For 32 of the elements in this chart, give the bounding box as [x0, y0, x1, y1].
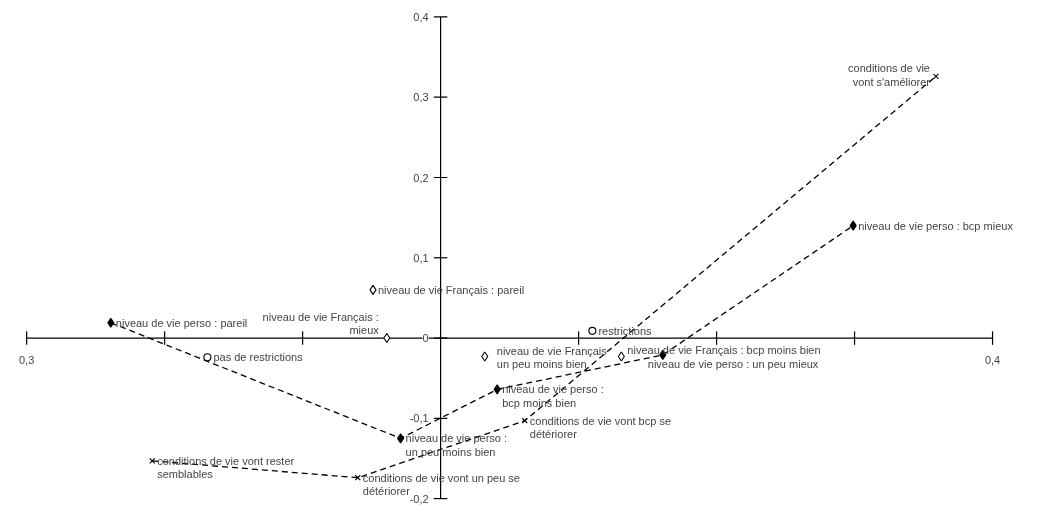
y-tick-label: 0: [422, 332, 429, 345]
point: [493, 384, 501, 395]
annotation: conditions de vie vont rester semblables: [157, 454, 295, 481]
point: [369, 284, 377, 295]
y-tick-label: 0,3: [413, 91, 429, 104]
annotation: pas de restrictions: [213, 351, 304, 364]
point: [397, 433, 405, 444]
point: [107, 317, 115, 328]
annotation: niveau de vie perso : un peu moins bien: [405, 432, 508, 458]
point: [149, 457, 156, 464]
annotation: niveau de vie perso : un peu mieux: [647, 357, 819, 370]
annotation: restrictions: [598, 324, 653, 337]
point: [481, 351, 489, 362]
point: [383, 333, 391, 344]
annotation: niveau de vie perso : bcp moins bien: [502, 383, 604, 409]
point: [203, 353, 212, 362]
y-tick-label: 0,4: [413, 10, 429, 23]
point: [354, 474, 361, 481]
y-tick-label: 0,1: [413, 251, 429, 264]
y-tick-label: 0,2: [413, 171, 429, 184]
annotation: conditions de vie vont s'améliorer: [848, 62, 931, 88]
annotation: niveau de vie Français : mieux: [262, 311, 380, 337]
annotation: niveau de vie perso : pareil: [115, 316, 248, 329]
annotation: niveau de vie Français un peu moins bien: [496, 344, 608, 370]
point: [617, 351, 625, 362]
point: [588, 326, 597, 335]
point: [932, 73, 939, 80]
y-tick-label: -0,1: [409, 412, 429, 425]
annotation: conditions de vie vont bcp se détériorer: [529, 414, 672, 440]
annotation: niveau de vie perso : bcp mieux: [858, 219, 1014, 232]
y-tick-label: -0,2: [409, 492, 429, 505]
point: [849, 220, 857, 231]
